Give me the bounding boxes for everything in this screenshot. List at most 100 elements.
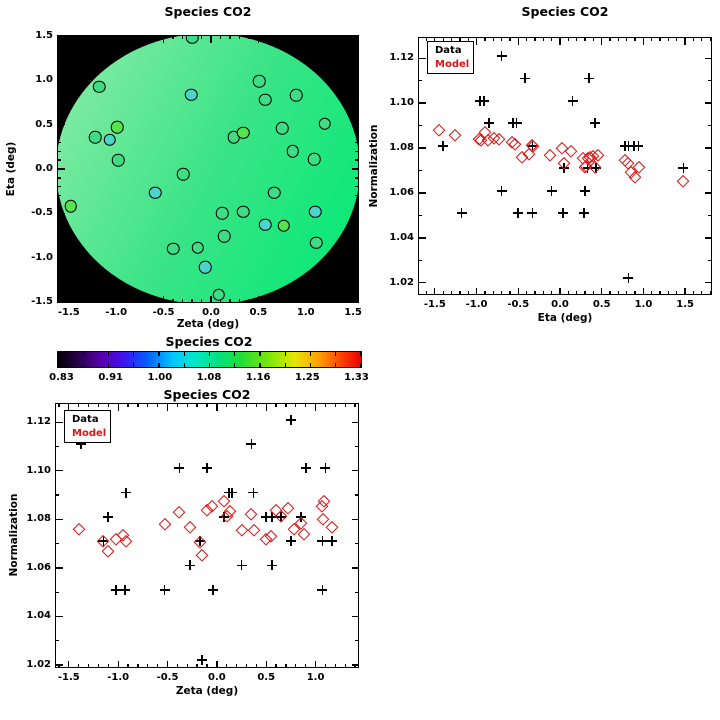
observation-circle [236, 205, 250, 218]
tick-mark [68, 36, 70, 43]
tick-mark [176, 404, 179, 408]
data-point-plus [159, 584, 170, 595]
colorbar-label: 1.33 [344, 372, 369, 383]
y-tick-label: 0.0 [35, 163, 53, 174]
tick-mark [87, 36, 89, 40]
tick-mark [351, 664, 358, 666]
tick-mark [186, 663, 188, 667]
scatter-eta-x-axis-label: Eta (deg) [537, 312, 593, 324]
tick-mark [707, 259, 711, 261]
y-tick-label: 0.5 [35, 118, 53, 130]
y-tick-label: 1.08 [26, 513, 51, 525]
tick-mark [676, 38, 678, 42]
observation-circle [258, 93, 272, 107]
y-tick-label: 1.04 [389, 231, 414, 243]
tick-mark [354, 88, 358, 90]
tick-mark [351, 421, 358, 423]
tick-mark [601, 38, 603, 45]
tick-mark [617, 290, 620, 294]
x-tick-label: -1.5 [423, 299, 446, 310]
tick-mark [354, 159, 358, 161]
tick-mark [559, 38, 561, 45]
tick-mark [459, 38, 461, 42]
scatter-zeta-x-axis-label: Zeta (deg) [175, 685, 239, 697]
tick-mark [58, 36, 60, 40]
tick-mark [238, 36, 241, 40]
colorbar-label: 1.25 [294, 372, 320, 383]
tick-mark [265, 660, 267, 667]
tick-mark [58, 352, 59, 356]
tick-mark [324, 36, 326, 40]
tick-mark [58, 283, 62, 285]
tick-mark [259, 352, 261, 356]
y-tick-label: 1.08 [389, 142, 414, 154]
tick-mark [344, 404, 346, 408]
tick-mark [210, 295, 212, 302]
tick-mark [324, 404, 327, 408]
tick-mark [58, 221, 62, 223]
tick-mark [419, 102, 426, 104]
tick-mark [642, 287, 645, 294]
tick-mark [257, 295, 260, 302]
tick-mark [351, 301, 358, 302]
tick-mark [334, 404, 336, 408]
tick-mark [56, 591, 60, 593]
tick-mark [58, 97, 62, 99]
tick-mark [106, 36, 108, 40]
tick-mark [351, 470, 358, 472]
tick-mark [58, 150, 62, 152]
tick-mark [58, 177, 62, 179]
data-point-plus [276, 511, 287, 522]
data-point-plus [579, 208, 590, 219]
x-tick-label: -1.0 [105, 307, 128, 318]
tick-mark [257, 36, 260, 43]
tick-mark [125, 298, 127, 302]
data-point-plus [267, 560, 278, 571]
data-point-plus [590, 118, 601, 129]
tick-mark [419, 80, 423, 82]
tick-mark [659, 38, 661, 42]
tick-mark [107, 404, 109, 408]
tick-mark [78, 663, 80, 667]
data-point-plus [121, 487, 132, 498]
tick-mark [442, 38, 444, 42]
tick-mark [58, 88, 62, 90]
model-point-diamond [235, 524, 248, 537]
y-tick-label: 1.02 [389, 276, 414, 288]
data-point-plus [75, 439, 86, 450]
tick-mark [354, 283, 358, 285]
tick-mark [183, 363, 185, 367]
observation-circle [286, 145, 299, 158]
observation-circle [275, 121, 289, 135]
tick-mark [352, 36, 354, 43]
tick-mark [344, 663, 346, 667]
tick-mark [58, 265, 62, 268]
tick-mark [559, 287, 561, 294]
tick-mark [354, 177, 358, 179]
observation-circle [185, 36, 199, 45]
tick-mark [576, 38, 578, 42]
y-tick-label: 1.02 [26, 659, 51, 671]
tick-mark [58, 53, 62, 55]
tick-mark [534, 290, 536, 294]
data-point-plus [456, 208, 467, 219]
tick-mark [56, 494, 60, 496]
tick-mark [58, 61, 62, 64]
tick-mark [58, 132, 62, 135]
colorbar-gradient [57, 351, 362, 368]
y-tick-label: 1.10 [26, 464, 51, 476]
tick-mark [206, 404, 208, 408]
tick-mark [275, 404, 277, 408]
tick-mark [56, 567, 63, 569]
data-point-plus [320, 463, 331, 474]
tick-mark [181, 298, 184, 302]
tick-mark [419, 57, 426, 59]
tick-mark [58, 159, 62, 161]
tick-mark [58, 363, 59, 367]
data-point-plus [567, 95, 578, 106]
observation-circle [64, 199, 77, 213]
tick-mark [351, 212, 358, 214]
y-tick-label: 1.06 [389, 186, 414, 198]
tick-mark [354, 194, 358, 197]
data-point-plus [295, 511, 306, 522]
